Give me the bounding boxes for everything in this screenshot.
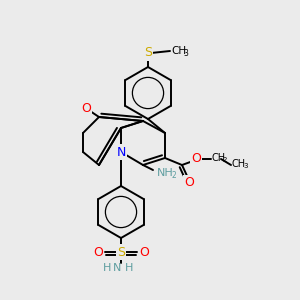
Text: O: O: [139, 245, 149, 259]
Text: H: H: [103, 263, 111, 273]
Text: N: N: [116, 146, 126, 158]
Text: O: O: [81, 101, 91, 115]
Text: CH: CH: [171, 46, 186, 56]
Text: CH: CH: [211, 153, 225, 163]
Text: NH: NH: [157, 168, 174, 178]
Text: N: N: [113, 263, 121, 273]
Text: CH: CH: [231, 159, 245, 169]
Text: 2: 2: [223, 157, 227, 163]
Text: 3: 3: [183, 49, 188, 58]
Text: S: S: [117, 245, 125, 259]
Text: H: H: [125, 263, 133, 273]
Text: O: O: [184, 176, 194, 190]
Text: O: O: [93, 245, 103, 259]
Text: O: O: [191, 152, 201, 164]
Text: 3: 3: [243, 163, 248, 169]
Text: 2: 2: [171, 170, 176, 179]
Text: S: S: [144, 46, 152, 59]
